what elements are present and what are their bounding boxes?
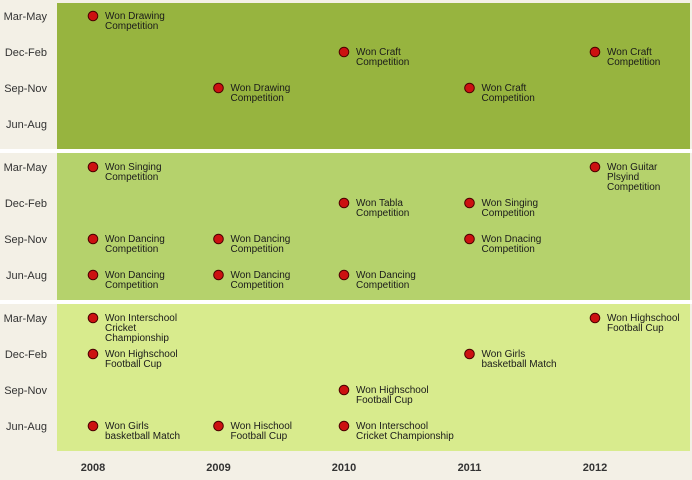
y-tick-label: Dec-Feb <box>5 198 47 210</box>
event-label: Won Dancing Competition <box>356 270 416 291</box>
panel-2 <box>57 153 690 300</box>
event-point <box>87 348 99 360</box>
event-marker[interactable]: Won Drawing Competition <box>213 82 291 104</box>
x-tick-label: 2011 <box>458 462 482 474</box>
y-tick-label: Jun-Aug <box>6 270 47 282</box>
event-marker[interactable]: Won Highschool Football Cup <box>338 384 429 406</box>
event-marker[interactable]: Won Guitar Plsyind Competition <box>589 161 660 193</box>
event-marker[interactable]: Won Dancing Competition <box>338 269 416 291</box>
x-tick-label: 2008 <box>81 462 105 474</box>
y-tick-label: Sep-Nov <box>4 83 47 95</box>
event-point <box>338 197 350 209</box>
event-marker[interactable]: Won Craft Competition <box>338 46 409 68</box>
x-tick-label: 2009 <box>206 462 230 474</box>
y-tick-label: Dec-Feb <box>5 47 47 59</box>
event-point <box>464 348 475 360</box>
event-label: Won Drawing Competition <box>105 11 165 32</box>
x-tick-label: 2010 <box>332 462 356 474</box>
event-label: Won Dancing Competition <box>105 234 165 255</box>
event-point <box>213 233 224 245</box>
event-label: Won Highschool Football Cup <box>105 349 178 370</box>
event-label: Won Interschool Cricket Championship <box>356 421 454 442</box>
event-marker[interactable]: Won Highschool Football Cup <box>87 348 178 370</box>
y-tick-label: Sep-Nov <box>4 385 47 397</box>
y-tick-label: Jun-Aug <box>6 421 47 433</box>
event-label: Won Tabla Competition <box>356 198 409 219</box>
event-point <box>589 161 601 173</box>
event-marker[interactable]: Won Tabla Competition <box>338 197 409 219</box>
panel-3 <box>57 304 690 451</box>
event-marker[interactable]: Won Hischool Football Cup <box>213 420 293 442</box>
event-marker[interactable]: Won Singing Competition <box>87 161 162 183</box>
event-marker[interactable]: Won Craft Competition <box>589 46 660 68</box>
event-marker[interactable]: Won Girls basketball Match <box>87 420 180 442</box>
event-point <box>338 269 350 281</box>
event-label: Won Highschool Football Cup <box>356 385 429 406</box>
event-point <box>87 420 99 432</box>
y-tick-label: Mar-May <box>4 313 48 325</box>
event-label: Won Craft Competition <box>482 83 535 104</box>
event-label: Won Interschool Cricket Championship <box>105 313 177 344</box>
event-point <box>338 420 350 432</box>
event-label: Won Highschool Football Cup <box>607 313 680 334</box>
event-marker[interactable]: Won Girls basketball Match <box>464 348 557 370</box>
event-marker[interactable]: Won Interschool Cricket Championship <box>338 420 454 442</box>
event-point <box>87 269 99 281</box>
event-point <box>338 46 350 58</box>
event-point <box>589 46 601 58</box>
panel-separator <box>0 300 692 304</box>
y-tick-label: Mar-May <box>4 162 48 174</box>
event-marker[interactable]: Won Dnacing Competition <box>464 233 542 255</box>
event-point <box>87 312 99 324</box>
event-point <box>464 197 475 209</box>
panel-separator <box>0 149 692 153</box>
event-marker[interactable]: Won Interschool Cricket Championship <box>87 312 177 344</box>
event-marker[interactable]: Won Dancing Competition <box>87 269 165 291</box>
y-tick-label: Mar-May <box>4 11 48 23</box>
y-tick-label: Jun-Aug <box>6 119 47 131</box>
event-label: Won Guitar Plsyind Competition <box>607 162 660 193</box>
event-point <box>464 233 475 245</box>
event-marker[interactable]: Won Highschool Football Cup <box>589 312 680 334</box>
event-point <box>338 384 350 396</box>
y-tick-label: Sep-Nov <box>4 234 47 246</box>
event-label: Won Singing Competition <box>482 198 539 219</box>
event-label: Won Girls basketball Match <box>105 421 180 442</box>
event-label: Won Dancing Competition <box>231 270 291 291</box>
y-tick-label: Dec-Feb <box>5 349 47 361</box>
event-label: Won Dancing Competition <box>231 234 291 255</box>
event-label: Won Dnacing Competition <box>482 234 542 255</box>
event-marker[interactable]: Won Dancing Competition <box>213 233 291 255</box>
x-tick-label: 2012 <box>583 462 607 474</box>
event-label: Won Craft Competition <box>356 47 409 68</box>
event-point <box>87 10 99 22</box>
event-point <box>213 269 224 281</box>
event-point <box>213 420 224 432</box>
event-marker[interactable]: Won Dancing Competition <box>87 233 165 255</box>
event-label: Won Singing Competition <box>105 162 162 183</box>
event-label: Won Girls basketball Match <box>482 349 557 370</box>
event-marker[interactable]: Won Dancing Competition <box>213 269 291 291</box>
event-label: Won Craft Competition <box>607 47 660 68</box>
event-marker[interactable]: Won Drawing Competition <box>87 10 165 32</box>
event-marker[interactable]: Won Craft Competition <box>464 82 535 104</box>
panel-1 <box>57 3 690 149</box>
event-point <box>87 161 99 173</box>
event-point <box>589 312 601 324</box>
event-label: Won Drawing Competition <box>231 83 291 104</box>
event-point <box>464 82 475 94</box>
event-label: Won Dancing Competition <box>105 270 165 291</box>
event-point <box>213 82 224 94</box>
event-label: Won Hischool Football Cup <box>231 421 293 442</box>
event-marker[interactable]: Won Singing Competition <box>464 197 539 219</box>
event-point <box>87 233 99 245</box>
